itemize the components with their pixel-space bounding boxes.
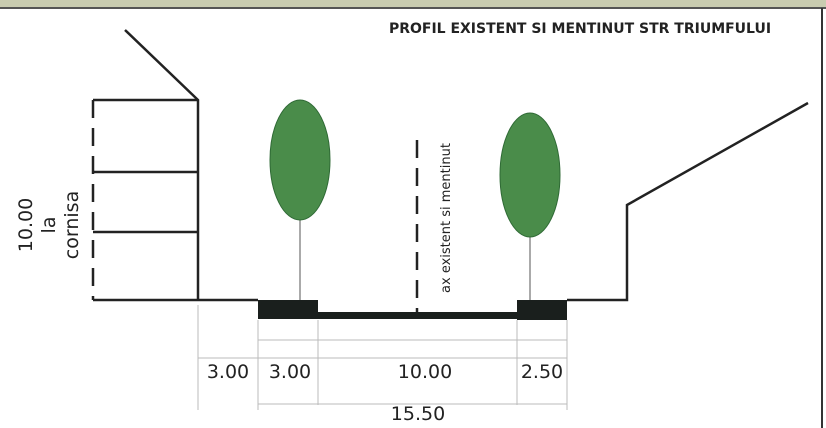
title: PROFIL EXISTENT SI MENTINUT STR TRIUMFUL…	[389, 21, 771, 37]
dimension-label: 3.00	[207, 361, 249, 383]
tree	[270, 100, 330, 220]
roadway	[318, 312, 517, 319]
total-width-label: 15.50	[391, 403, 445, 425]
axis-label: ax existent si mentinut	[439, 143, 454, 293]
right-sidewalk	[517, 300, 567, 320]
tree	[500, 113, 560, 237]
street-profile: PROFIL EXISTENT SI MENTINUT STR TRIUMFUL…	[0, 0, 826, 428]
height-line2: la	[38, 217, 60, 234]
dimension-label: 3.00	[269, 361, 311, 383]
height-value: 10.00	[15, 198, 37, 252]
left-sidewalk	[258, 300, 318, 319]
top-strip	[0, 0, 826, 8]
dimension-label: 2.50	[521, 361, 563, 383]
height-line3: cornisa	[61, 191, 83, 259]
dimension-label: 10.00	[398, 361, 452, 383]
